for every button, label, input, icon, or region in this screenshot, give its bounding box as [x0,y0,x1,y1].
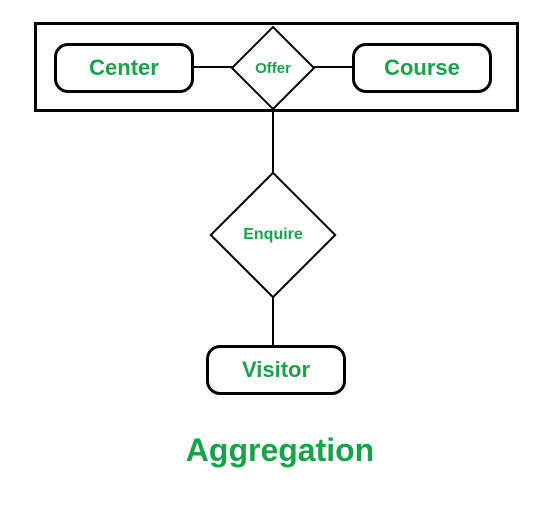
diagram-title: Aggregation [0,432,560,469]
entity-visitor-label: Visitor [242,357,310,383]
entity-visitor: Visitor [206,345,346,395]
entity-course-label: Course [384,55,460,81]
diagram-title-text: Aggregation [186,432,374,468]
entity-course: Course [352,43,492,93]
relationship-offer-label: Offer [255,60,291,77]
relationship-enquire: Enquire [228,190,318,280]
entity-center-label: Center [89,55,159,81]
relationship-enquire-label: Enquire [243,226,303,244]
relationship-offer: Offer [243,38,303,98]
entity-center: Center [54,43,194,93]
